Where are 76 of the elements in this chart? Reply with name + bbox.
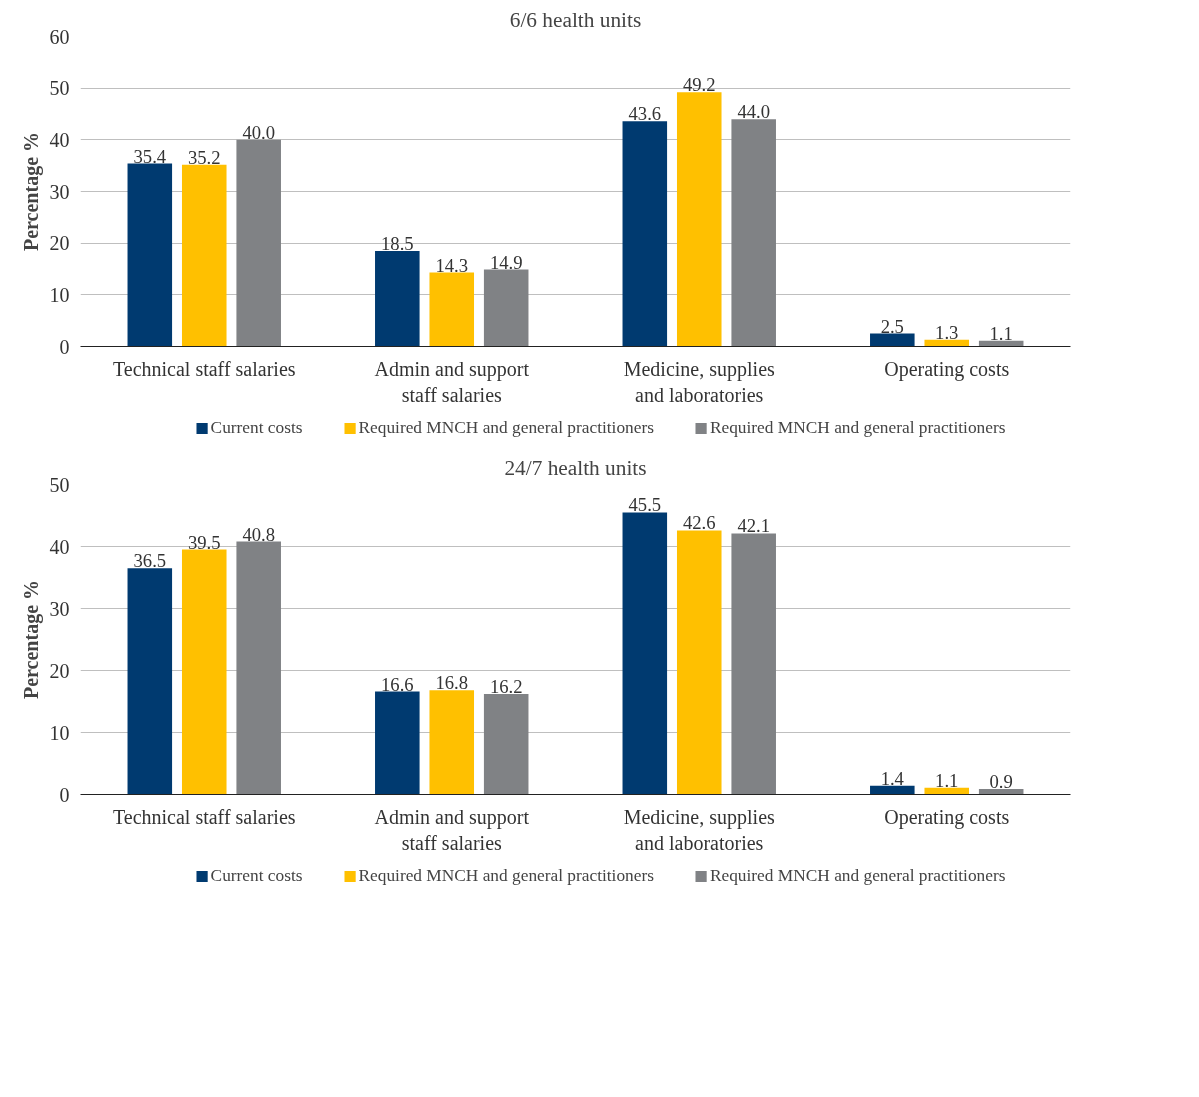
chart-title: 6/6 health units	[509, 7, 642, 32]
text: 49.2	[682, 74, 716, 96]
legend-label: Required MNCH and general practitioners	[709, 418, 1006, 438]
y-axis-title: Percentage %	[19, 131, 43, 252]
text: 42.1	[737, 515, 771, 537]
y-axis-title: Percentage %	[19, 579, 43, 700]
text: 36.5	[133, 550, 167, 572]
y-tick-label: 0	[59, 335, 70, 358]
x-tick-label: Technical staff salaries	[112, 357, 296, 380]
bar	[375, 691, 420, 795]
text: 45.5	[628, 494, 662, 516]
bar	[870, 785, 915, 795]
text: 16.6	[380, 673, 414, 695]
bar	[375, 250, 420, 347]
legend-label: Current costs	[210, 866, 303, 886]
bar	[731, 533, 776, 795]
text: 14.9	[489, 251, 523, 273]
bar	[236, 541, 281, 795]
text: 40.8	[242, 523, 276, 545]
bar	[622, 512, 668, 795]
bar	[483, 269, 529, 347]
text: 42.6	[682, 512, 716, 534]
y-tick-label: 50	[49, 473, 70, 496]
bar	[181, 549, 227, 795]
y-tick-label: 10	[49, 721, 70, 744]
y-tick-label: 30	[49, 597, 70, 620]
bar	[127, 163, 173, 347]
legend-label: Required MNCH and general practitioners	[358, 866, 654, 886]
y-tick-label: 0	[59, 783, 70, 806]
text: 44.0	[737, 101, 771, 123]
text: 1.4	[880, 767, 904, 789]
bar	[429, 272, 475, 347]
bar	[483, 694, 529, 795]
text: 1.1	[989, 322, 1013, 344]
x-tick-label: Medicine, supplies and laboratories	[623, 805, 776, 854]
x-tick-label: Admin and support staff salaries	[374, 357, 530, 406]
x-tick-label: Operating costs	[884, 357, 1010, 381]
bar	[622, 121, 668, 347]
y-tick-label: 60	[49, 25, 70, 48]
y-tick-label: 20	[49, 232, 70, 255]
text: 18.5	[380, 232, 414, 254]
text: 2.5	[880, 315, 904, 337]
text: 43.6	[628, 103, 662, 125]
bar	[127, 568, 173, 795]
text: 1.3	[935, 321, 959, 343]
legend-label: Required MNCH and general practitioners	[709, 866, 1006, 886]
x-tick-label: Admin and support staff salaries	[374, 805, 530, 854]
text: 1.1	[935, 769, 959, 791]
chart-title: 24/7 health units	[504, 455, 647, 480]
bar	[429, 690, 475, 795]
bar	[236, 139, 281, 347]
y-tick-label: 50	[49, 77, 70, 100]
y-tick-label: 40	[49, 535, 70, 558]
text: 35.4	[133, 145, 167, 167]
x-tick-label: Technical staff salaries	[112, 805, 296, 828]
bar	[676, 92, 722, 347]
legend-label: Current costs	[210, 418, 303, 438]
x-tick-label: Operating costs	[884, 805, 1010, 829]
text: 35.2	[187, 146, 221, 168]
y-tick-label: 40	[49, 128, 70, 151]
x-tick-label: Medicine, supplies and laboratories	[623, 357, 776, 406]
text: 0.9	[989, 770, 1013, 792]
y-tick-label: 20	[49, 659, 70, 682]
text: 40.0	[242, 121, 276, 143]
text: 39.5	[187, 531, 221, 553]
y-tick-label: 30	[49, 180, 70, 203]
bar	[870, 333, 915, 347]
text: 16.8	[435, 672, 469, 694]
bar	[731, 119, 776, 347]
text: 16.2	[489, 676, 523, 698]
text: 14.3	[435, 254, 469, 276]
bar	[181, 164, 227, 347]
y-tick-label: 10	[49, 283, 70, 306]
bar	[924, 339, 970, 347]
bar	[676, 530, 722, 795]
legend-label: Required MNCH and general practitioners	[358, 418, 654, 438]
